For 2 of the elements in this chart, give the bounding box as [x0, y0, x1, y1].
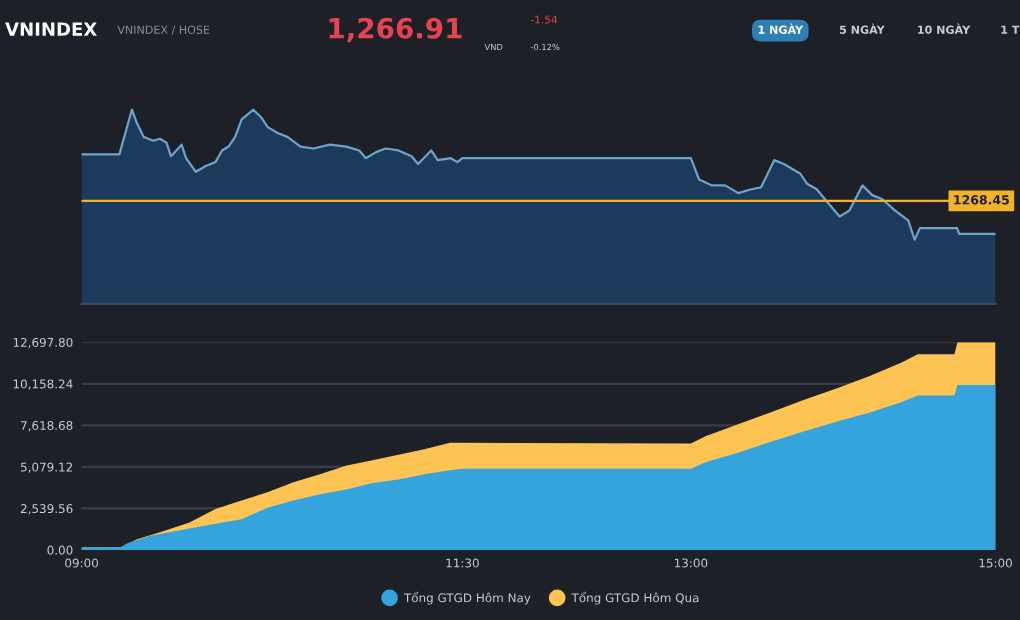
text: 1,266.91 — [329, 17, 462, 43]
text: VNINDEX — [5, 22, 97, 36]
